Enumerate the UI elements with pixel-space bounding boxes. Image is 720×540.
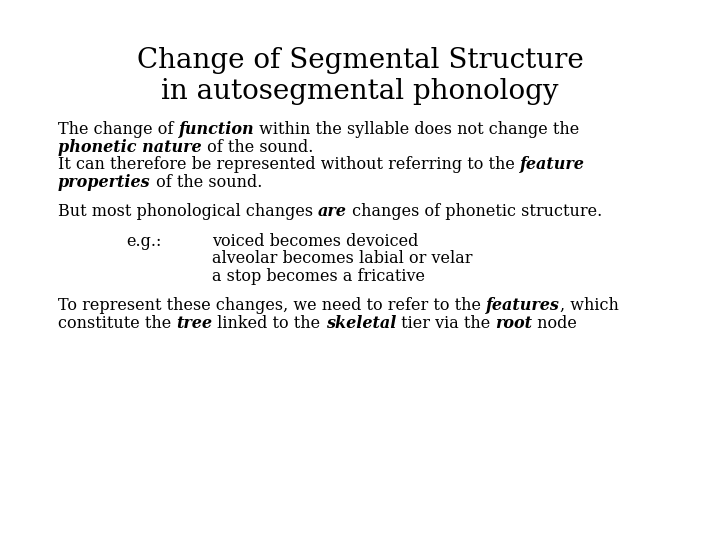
Text: of the sound.: of the sound. [202,139,313,156]
Text: alveolar becomes labial or velar: alveolar becomes labial or velar [212,250,472,267]
Text: To represent these changes, we need to refer to the: To represent these changes, we need to r… [58,297,486,314]
Text: , which: , which [560,297,619,314]
Text: changes of phonetic structure.: changes of phonetic structure. [347,203,603,220]
Text: tree: tree [176,315,212,332]
Text: phonetic nature: phonetic nature [58,139,202,156]
Text: The change of: The change of [58,121,179,138]
Text: root: root [495,315,532,332]
Text: Change of Segmental Structure: Change of Segmental Structure [137,47,583,74]
Text: skeletal: skeletal [325,315,396,332]
Text: of the sound.: of the sound. [150,174,262,191]
Text: a stop becomes a fricative: a stop becomes a fricative [212,268,425,285]
Text: properties: properties [58,174,150,191]
Text: are: are [318,203,347,220]
Text: constitute the: constitute the [58,315,176,332]
Text: voiced becomes devoiced: voiced becomes devoiced [212,233,418,249]
Text: It can therefore be represented without referring to the: It can therefore be represented without … [58,156,520,173]
Text: node: node [532,315,577,332]
Text: But most phonological changes: But most phonological changes [58,203,318,220]
Text: within the syllable does not change the: within the syllable does not change the [254,121,580,138]
Text: function: function [179,121,254,138]
Text: linked to the: linked to the [212,315,325,332]
Text: in autosegmental phonology: in autosegmental phonology [161,78,559,105]
Text: e.g.:: e.g.: [126,233,161,249]
Text: feature: feature [520,156,585,173]
Text: tier via the: tier via the [396,315,495,332]
Text: features: features [486,297,560,314]
